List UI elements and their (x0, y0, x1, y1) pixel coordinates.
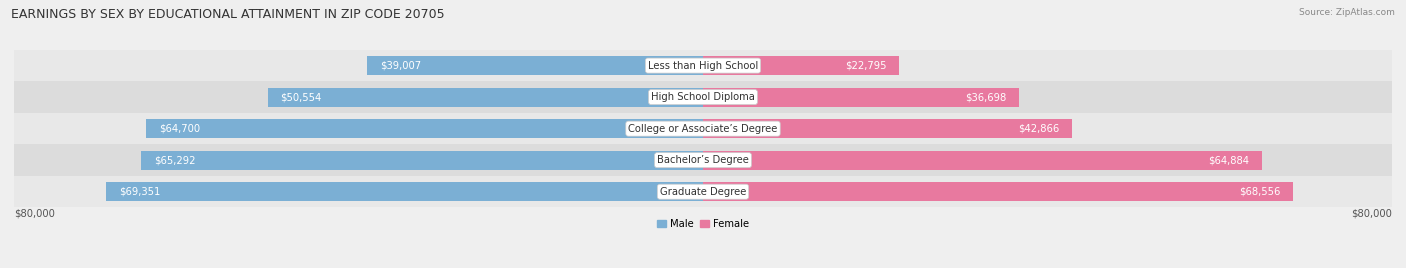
Text: $68,556: $68,556 (1239, 187, 1281, 197)
Text: High School Diploma: High School Diploma (651, 92, 755, 102)
Bar (703, 182, 1294, 201)
Text: $64,884: $64,884 (1208, 155, 1249, 165)
Bar (367, 56, 703, 75)
Text: Bachelor’s Degree: Bachelor’s Degree (657, 155, 749, 165)
Text: Less than High School: Less than High School (648, 61, 758, 70)
Text: Source: ZipAtlas.com: Source: ZipAtlas.com (1299, 8, 1395, 17)
Bar (14, 176, 1392, 207)
Bar (703, 119, 1073, 138)
Text: $80,000: $80,000 (14, 208, 55, 218)
Text: College or Associate’s Degree: College or Associate’s Degree (628, 124, 778, 134)
Text: Graduate Degree: Graduate Degree (659, 187, 747, 197)
Bar (14, 81, 1392, 113)
Text: EARNINGS BY SEX BY EDUCATIONAL ATTAINMENT IN ZIP CODE 20705: EARNINGS BY SEX BY EDUCATIONAL ATTAINMEN… (11, 8, 444, 21)
Text: $22,795: $22,795 (845, 61, 886, 70)
Bar (105, 182, 703, 201)
Legend: Male, Female: Male, Female (652, 215, 754, 233)
Bar (703, 56, 900, 75)
Bar (146, 119, 703, 138)
Bar (703, 151, 1261, 170)
Text: $50,554: $50,554 (281, 92, 322, 102)
Bar (141, 151, 703, 170)
Text: $80,000: $80,000 (1351, 208, 1392, 218)
Text: $42,866: $42,866 (1018, 124, 1059, 134)
Bar (14, 50, 1392, 81)
Bar (14, 144, 1392, 176)
Text: $64,700: $64,700 (159, 124, 200, 134)
Text: $36,698: $36,698 (965, 92, 1007, 102)
Bar (267, 88, 703, 107)
Text: $65,292: $65,292 (153, 155, 195, 165)
Text: $69,351: $69,351 (118, 187, 160, 197)
Text: $39,007: $39,007 (380, 61, 422, 70)
Bar (14, 113, 1392, 144)
Bar (703, 88, 1019, 107)
